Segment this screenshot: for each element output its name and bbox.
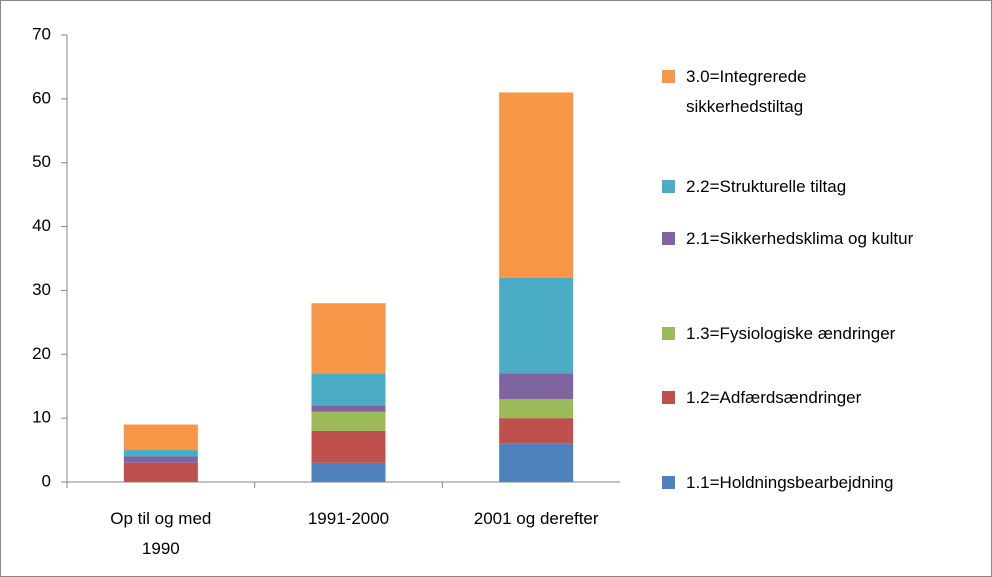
bar-segment bbox=[499, 418, 574, 444]
legend-entry: 1.2=Adfærdsændringer bbox=[662, 383, 926, 413]
legend-label: 3.0=Integrerede sikkerhedstiltag bbox=[686, 67, 807, 116]
x-tick-label: Op til og med 1990 bbox=[110, 509, 212, 558]
bar-segment bbox=[311, 373, 386, 406]
legend-label: 1.1=Holdningsbearbejdning bbox=[686, 473, 894, 492]
legend-label: 1.2=Adfærdsændringer bbox=[686, 388, 862, 407]
legend-swatch bbox=[662, 232, 675, 245]
bar-segment bbox=[499, 373, 574, 399]
bar-segment bbox=[311, 303, 386, 374]
bar-segment bbox=[499, 398, 574, 419]
y-tick-label: 40 bbox=[32, 216, 51, 235]
legend-swatch bbox=[662, 391, 675, 404]
x-tick-label: 1991-2000 bbox=[307, 509, 390, 528]
bar-segment bbox=[311, 411, 386, 431]
legend-swatch bbox=[662, 327, 675, 340]
y-tick-label: 70 bbox=[32, 24, 51, 43]
legend-entry: 1.1=Holdningsbearbejdning bbox=[662, 468, 926, 498]
bar-segment bbox=[311, 405, 386, 412]
legend-entry: 2.2=Strukturelle tiltag bbox=[662, 172, 926, 202]
x-tick-label: 2001 og derefter bbox=[473, 509, 599, 528]
bar-segment bbox=[123, 450, 198, 457]
bar-segment bbox=[499, 443, 574, 482]
y-tick-label: 50 bbox=[32, 152, 51, 171]
bar-segment bbox=[499, 277, 574, 374]
bar-segment bbox=[123, 456, 198, 463]
legend-label: 1.3=Fysiologiske ændringer bbox=[686, 324, 896, 343]
bar-segment bbox=[123, 424, 198, 451]
y-tick-label: 30 bbox=[32, 280, 51, 299]
y-tick-label: 60 bbox=[32, 88, 51, 107]
bar-segment bbox=[499, 92, 574, 278]
legend-label: 2.2=Strukturelle tiltag bbox=[686, 177, 847, 196]
bar-segment bbox=[311, 430, 386, 463]
bar-segment bbox=[123, 462, 198, 482]
legend-entry: 2.1=Sikkerhedsklima og kultur bbox=[662, 224, 926, 254]
legend-entry: 3.0=Integrerede sikkerhedstiltag bbox=[662, 62, 926, 122]
legend-swatch bbox=[662, 476, 675, 489]
legend-swatch bbox=[662, 70, 675, 83]
legend-label: 2.1=Sikkerhedsklima og kultur bbox=[686, 229, 914, 248]
bar-segment bbox=[311, 462, 386, 482]
legend-swatch bbox=[662, 180, 675, 193]
y-tick-label: 20 bbox=[32, 344, 51, 363]
y-tick-label: 10 bbox=[32, 408, 51, 427]
legend-entry: 1.3=Fysiologiske ændringer bbox=[662, 319, 926, 349]
y-tick-label: 0 bbox=[42, 471, 51, 490]
